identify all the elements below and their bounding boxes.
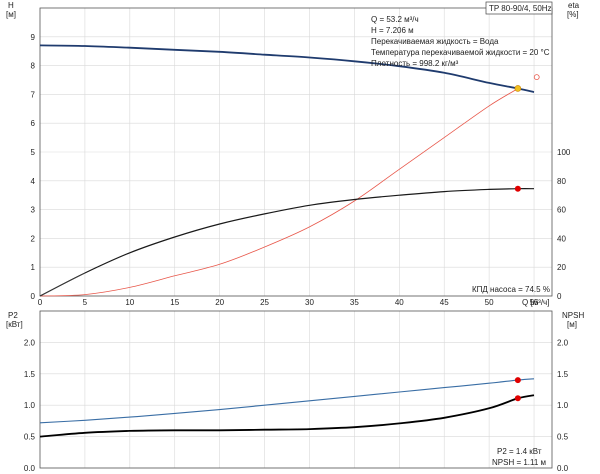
y-right-tick-label: 0 [557, 292, 562, 301]
bottom-grid [40, 311, 552, 469]
y-right-tick-label: 2.0 [557, 338, 569, 347]
info-line: H = 7.206 м [371, 26, 414, 35]
y-right-tick-label: 1.5 [557, 370, 569, 379]
y-left-tick-label: 1 [31, 263, 36, 272]
p2-axis-letter: P2 [8, 311, 18, 320]
duty-point-marker [514, 185, 521, 192]
x-tick-label: 45 [440, 298, 449, 307]
y-left-tick-label: 0.0 [24, 464, 36, 473]
y-right-tick-label: 0.5 [557, 433, 569, 442]
title-box [485, 1, 553, 15]
info-line: Перекачиваемая жидкость = Вода [371, 37, 499, 46]
efficiency-note: КПД насоса = 74.5 % [472, 285, 550, 294]
x-tick-label: 0 [38, 298, 43, 307]
series-line-p2 [39, 378, 535, 424]
npsh-axis-letter: NPSH [562, 311, 584, 320]
p2-note: P2 = 1.4 кВт [497, 447, 542, 456]
x-tick-label: 15 [170, 298, 179, 307]
x-tick-label: 25 [260, 298, 269, 307]
q-axis-label: Q [м³/ч] [522, 298, 549, 307]
series-line-npsh [39, 394, 535, 438]
npsh-axis-unit: [м] [567, 320, 577, 329]
x-tick-label: 5 [83, 298, 88, 307]
series-line-eta-thin [39, 272, 86, 297]
top-series [39, 44, 535, 297]
x-tick-label: 50 [485, 298, 494, 307]
y-right-tick-label: 0.0 [557, 464, 569, 473]
y-right-tick-label: 80 [557, 177, 566, 186]
duty-point-marker [533, 74, 540, 81]
y-left-tick-label: 9 [31, 33, 36, 42]
x-tick-label: 20 [215, 298, 224, 307]
y-left-tick-label: 1.5 [24, 370, 36, 379]
series-line-eta [39, 88, 519, 297]
x-tick-label: 35 [350, 298, 359, 307]
y-left-tick-label: 3 [31, 206, 36, 215]
y-left-tick-label: 4 [31, 177, 36, 186]
y-left-tick-label: 6 [31, 119, 36, 128]
x-tick-label: 10 [125, 298, 134, 307]
info-line: Плотность = 998.2 кг/м³ [371, 59, 459, 68]
y-left-tick-label: 0.5 [24, 433, 36, 442]
y-left-tick-label: 2 [31, 234, 36, 243]
y-right-tick-label: 1.0 [557, 401, 569, 410]
duty-point-marker [514, 377, 521, 384]
y-left-tick-label: 2.0 [24, 338, 36, 347]
y-right-tick-label: 20 [557, 263, 566, 272]
y-right-tick-label: 100 [557, 148, 571, 157]
bottom-plot-frame [39, 310, 553, 469]
x-tick-label: 55 [530, 298, 539, 307]
x-tick-label: 40 [395, 298, 404, 307]
p2-axis-unit: [кВт] [6, 320, 23, 329]
npsh-note: NPSH = 1.11 м [492, 458, 546, 467]
model-title: TP 80-90/4, 50Hz [489, 4, 552, 13]
y-left-tick-label: 0 [31, 292, 36, 301]
h-axis-letter: H [8, 1, 14, 10]
y-left-tick-label: 1.0 [24, 401, 36, 410]
bottom-markers [514, 377, 521, 402]
duty-point-marker [514, 85, 522, 92]
duty-point-marker [514, 395, 521, 402]
bottom-tick-labels: 0.0 0.5 1.0 1.5 2.0 0.0 0.5 1.0 1.5 2.0 [24, 338, 569, 473]
series-line-h [39, 44, 535, 93]
top-markers [514, 74, 540, 192]
eta-axis-letter: eta [568, 1, 580, 10]
x-tick-label: 30 [305, 298, 314, 307]
y-left-tick-label: 5 [31, 148, 36, 157]
y-left-tick-label: 7 [31, 90, 36, 99]
y-right-tick-label: 40 [557, 234, 566, 243]
h-axis-unit: [м] [6, 10, 16, 19]
y-left-tick-label: 8 [31, 62, 36, 71]
info-line: Температура перекачиваемой жидкости = 20… [371, 48, 550, 57]
series-line-eta-dark [39, 188, 535, 297]
eta-axis-unit: [%] [567, 10, 579, 19]
top-plot-frame [39, 7, 553, 297]
bottom-series [39, 378, 535, 438]
info-line: Q = 53.2 м³/ч [371, 15, 419, 24]
y-right-tick-label: 60 [557, 206, 566, 215]
